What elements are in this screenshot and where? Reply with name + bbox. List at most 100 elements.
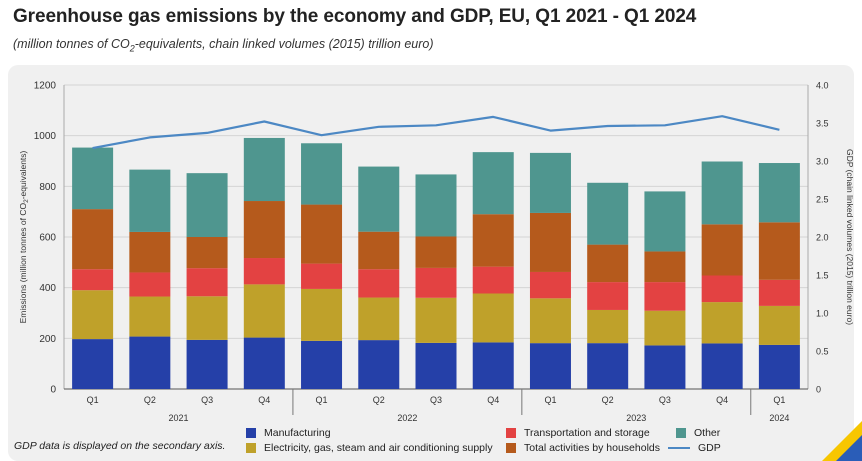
subtitle-sub: 2 (129, 43, 135, 54)
x-year-label: 2021 (168, 413, 188, 423)
bar-segment-households (415, 236, 457, 268)
x-tick-label: Q1 (773, 395, 785, 405)
x-tick-label: Q3 (659, 395, 671, 405)
bar-segment-transport (529, 271, 571, 299)
y-tick-label: 600 (39, 233, 56, 244)
bar-segment-transport (243, 258, 285, 285)
bar-segment-households (129, 231, 171, 273)
bar-segment-transport (758, 279, 800, 306)
bar-segment-transport (644, 282, 686, 311)
bar-segment-manufacturing (587, 343, 629, 389)
bar-segment-electricity (644, 310, 686, 346)
bar-segment-other (186, 173, 228, 237)
bar-segment-other (301, 143, 343, 205)
bar-segment-manufacturing (701, 343, 743, 389)
y2-tick-label: 0.5 (816, 347, 829, 357)
bar-segment-manufacturing (72, 339, 114, 389)
gdp-line (92, 115, 780, 150)
y2-axis-title: GDP (chain linked volumes (2015) trillio… (845, 149, 855, 325)
bar-segment-other (758, 163, 800, 223)
bar-segment-electricity (701, 302, 743, 344)
y-tick-label: 400 (39, 283, 56, 294)
bar-segment-households (644, 251, 686, 283)
bar-segment-manufacturing (472, 342, 514, 389)
y-tick-label: 1200 (34, 81, 57, 92)
legend-swatch-other (676, 428, 686, 438)
x-year-label: 2023 (626, 413, 646, 423)
bar-segment-electricity (72, 290, 114, 340)
legend-line-gdp (668, 447, 690, 449)
subtitle-post: -equivalents, chain linked volumes (2015… (134, 37, 434, 51)
bar-segment-transport (358, 269, 400, 298)
x-tick-label: Q1 (544, 395, 556, 405)
bar-segment-other (415, 174, 457, 237)
bar-segment-households (243, 201, 285, 259)
x-tick-label: Q2 (373, 395, 385, 405)
bar-segment-other (243, 137, 285, 202)
bar-segment-manufacturing (186, 339, 228, 389)
bar-segment-households (587, 244, 629, 283)
chart-title: Greenhouse gas emissions by the economy … (13, 6, 697, 27)
bar-segment-manufacturing (129, 336, 171, 389)
bar-segment-manufacturing (301, 340, 343, 389)
legend-item-manufacturing: Manufacturing (246, 427, 331, 439)
subtitle-pre: (million tonnes of CO (13, 37, 130, 51)
bar-segment-households (758, 222, 800, 280)
x-tick-label: Q4 (258, 395, 270, 405)
bar-segment-electricity (358, 297, 400, 341)
legend-item-households: Total activities by households (506, 442, 660, 454)
bar-segment-other (72, 147, 114, 210)
x-tick-label: Q1 (316, 395, 328, 405)
legend-label-electricity: Electricity, gas, steam and air conditio… (264, 442, 493, 454)
y-tick-label: 200 (39, 334, 56, 345)
bar-segment-other (701, 161, 743, 225)
bar-segment-manufacturing (758, 344, 800, 389)
bar-segment-manufacturing (644, 345, 686, 389)
bar-segment-electricity (186, 296, 228, 340)
legend-item-transport: Transportation and storage (506, 427, 650, 439)
legend-label-gdp: GDP (698, 442, 721, 454)
x-tick-label: Q2 (144, 395, 156, 405)
y-axis-title-pre: Emissions (million tonnes of CO (18, 203, 28, 324)
bar-segment-transport (587, 282, 629, 310)
bar-segment-manufacturing (415, 342, 457, 389)
bar-segment-electricity (129, 296, 171, 337)
bar-segment-transport (129, 272, 171, 297)
bar-segment-households (701, 224, 743, 276)
y2-tick-label: 0 (816, 385, 821, 395)
legend-item-electricity: Electricity, gas, steam and air conditio… (246, 442, 493, 454)
x-tick-label: Q2 (602, 395, 614, 405)
x-tick-label: Q3 (201, 395, 213, 405)
y2-tick-label: 1.5 (816, 271, 829, 281)
bar-segment-other (587, 182, 629, 245)
legend-label-manufacturing: Manufacturing (264, 427, 331, 439)
legend-item-gdp: GDP (668, 442, 721, 454)
x-tick-label: Q4 (716, 395, 728, 405)
bar-segment-other (644, 191, 686, 252)
y2-tick-label: 3.0 (816, 157, 829, 167)
bar-segment-transport (472, 266, 514, 294)
y-axis-title-sub: 2 (23, 199, 30, 203)
bar-segment-households (529, 212, 571, 272)
legend-label-households: Total activities by households (524, 442, 660, 454)
y-tick-label: 0 (50, 385, 56, 396)
bar-segment-households (301, 204, 343, 264)
footnote: GDP data is displayed on the secondary a… (14, 440, 226, 452)
legend-swatch-electricity (246, 443, 256, 453)
x-tick-label: Q4 (487, 395, 499, 405)
bar-segment-other (129, 169, 171, 232)
bar-segment-electricity (587, 309, 629, 344)
bar-segment-electricity (301, 288, 343, 341)
legend-label-transport: Transportation and storage (524, 427, 650, 439)
bar-segment-electricity (472, 293, 514, 343)
y-tick-label: 800 (39, 182, 56, 193)
bar-segment-households (186, 237, 228, 269)
bar-segment-transport (415, 267, 457, 298)
bar-segment-households (358, 231, 400, 270)
bar-segment-other (358, 166, 400, 232)
y2-tick-label: 2.0 (816, 233, 829, 243)
bar-segment-other (472, 152, 514, 215)
legend-swatch-households (506, 443, 516, 453)
bar-segment-electricity (415, 297, 457, 343)
